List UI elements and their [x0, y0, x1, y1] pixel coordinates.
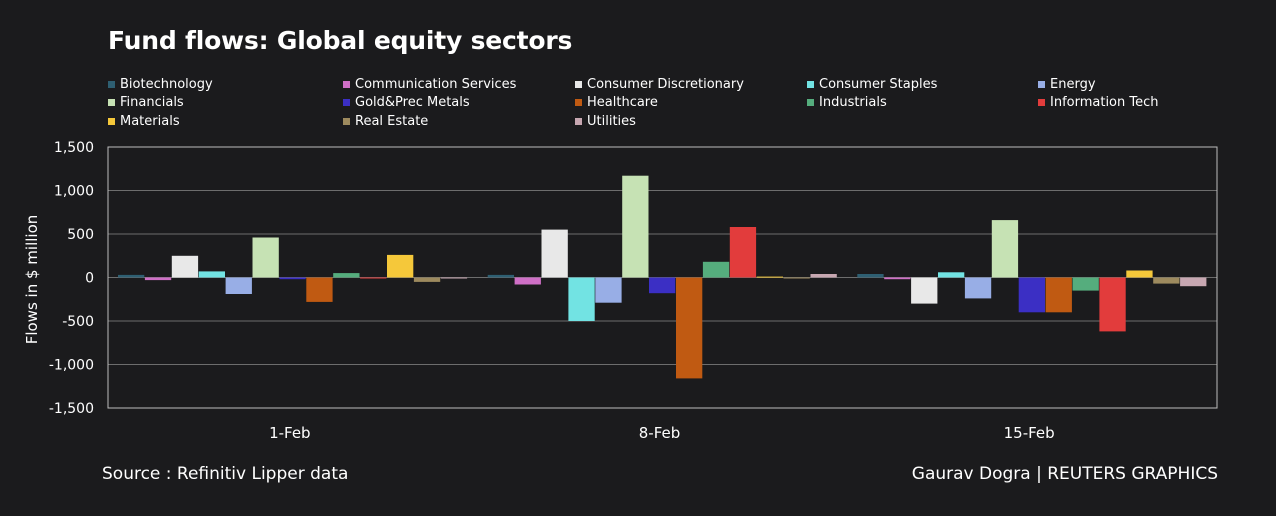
legend-item: Information Tech: [1038, 95, 1159, 110]
legend-item: Energy: [1038, 77, 1096, 92]
legend-swatch: [1038, 99, 1045, 106]
bar: [514, 277, 541, 285]
bar: [884, 277, 911, 280]
legend-swatch: [575, 99, 582, 106]
bar: [756, 276, 783, 278]
legend-swatch: [575, 81, 582, 88]
bar: [729, 227, 757, 278]
bar: [810, 274, 837, 278]
y-tick-label: 1,000: [54, 184, 94, 200]
bar: [387, 254, 414, 278]
bar: [1099, 277, 1126, 332]
legend-label: Consumer Staples: [819, 77, 938, 92]
bar: [1045, 277, 1072, 313]
chart-svg: 1,500 1,000 500 0 -500 -1,000 -1,500 Flows in …: [23, 140, 1218, 442]
bar: [144, 277, 172, 281]
legend-item: Consumer Discretionary: [575, 77, 744, 92]
legend-label: Consumer Discretionary: [587, 77, 744, 92]
legend-label: Real Estate: [355, 114, 429, 129]
bar: [252, 237, 279, 278]
y-tick-label: -1,000: [49, 358, 94, 374]
bar: [622, 175, 649, 278]
legend-label: Materials: [120, 114, 180, 129]
legend-swatch: [108, 118, 115, 125]
bar: [911, 277, 938, 304]
source-note: Source : Refinitiv Lipper data: [102, 464, 349, 484]
bar: [991, 220, 1019, 278]
legend-label: Energy: [1050, 77, 1096, 92]
legend-swatch: [343, 99, 350, 106]
bar: [1018, 277, 1045, 313]
bar: [595, 277, 622, 303]
bar: [279, 277, 306, 280]
bar: [938, 272, 965, 278]
bar: [333, 273, 360, 278]
bar: [676, 277, 703, 379]
y-tick-label: -1,500: [49, 401, 94, 417]
x-axis: 1-Feb 8-Feb 15-Feb: [269, 424, 1055, 442]
x-tick-label: 8-Feb: [639, 424, 681, 442]
y-tick-label: 0: [85, 271, 94, 287]
legend-label: Communication Services: [355, 77, 517, 92]
legend-item: Healthcare: [575, 95, 658, 110]
bar: [702, 261, 730, 278]
bar: [541, 229, 568, 278]
legend-item: Biotechnology: [108, 77, 213, 92]
legend-label: Biotechnology: [120, 77, 213, 92]
legend-label: Industrials: [819, 95, 887, 110]
legend-swatch: [1038, 81, 1045, 88]
legend-label: Gold&Prec Metals: [355, 95, 470, 110]
y-axis: 1,500 1,000 500 0 -500 -1,000 -1,500: [49, 140, 94, 417]
bar: [306, 277, 333, 302]
bar: [1072, 277, 1099, 291]
chart-title: Fund flows: Global equity sectors: [108, 26, 573, 55]
legend-swatch: [108, 99, 115, 106]
legend-item: Financials: [108, 95, 184, 110]
legend-swatch: [108, 81, 115, 88]
bar: [360, 277, 387, 279]
legend-swatch: [343, 81, 350, 88]
legend-item: Consumer Staples: [807, 77, 937, 92]
bar: [783, 277, 810, 279]
credit-note: Gaurav Dogra | REUTERS GRAPHICS: [911, 464, 1218, 484]
bar: [413, 277, 441, 282]
legend-label: Financials: [120, 95, 184, 110]
bar: [225, 277, 252, 294]
bar: [118, 274, 145, 278]
legend-label: Healthcare: [587, 95, 658, 110]
legend-swatch: [807, 99, 814, 106]
legend-swatch: [807, 81, 814, 88]
bar: [198, 271, 225, 278]
legend-item: Communication Services: [343, 77, 516, 92]
bar: [1153, 277, 1180, 284]
x-tick-label: 1-Feb: [269, 424, 311, 442]
legend-swatch: [575, 118, 582, 125]
bars: [118, 175, 1207, 379]
legend-swatch: [343, 118, 350, 125]
plot-frame: [107, 146, 1218, 409]
legend-item: Industrials: [807, 95, 887, 110]
legend-label: Utilities: [587, 114, 636, 129]
bar: [487, 274, 514, 278]
y-axis-label: Flows in $ million: [23, 215, 41, 345]
legend-item: Real Estate: [343, 114, 428, 129]
legend-label: Information Tech: [1050, 95, 1159, 110]
bar: [440, 277, 468, 279]
y-tick-label: -500: [62, 314, 94, 330]
y-tick-label: 500: [67, 227, 94, 243]
bar: [649, 277, 676, 294]
bar: [857, 274, 884, 278]
bar: [568, 277, 595, 321]
bar: [964, 277, 992, 299]
bar: [171, 255, 199, 278]
legend-item: Materials: [108, 114, 180, 129]
bar: [1126, 270, 1153, 278]
legend-item: Utilities: [575, 114, 636, 129]
bar: [1180, 277, 1207, 287]
legend-item: Gold&Prec Metals: [343, 95, 470, 110]
x-tick-label: 15-Feb: [1004, 424, 1055, 442]
y-tick-label: 1,500: [54, 140, 94, 156]
